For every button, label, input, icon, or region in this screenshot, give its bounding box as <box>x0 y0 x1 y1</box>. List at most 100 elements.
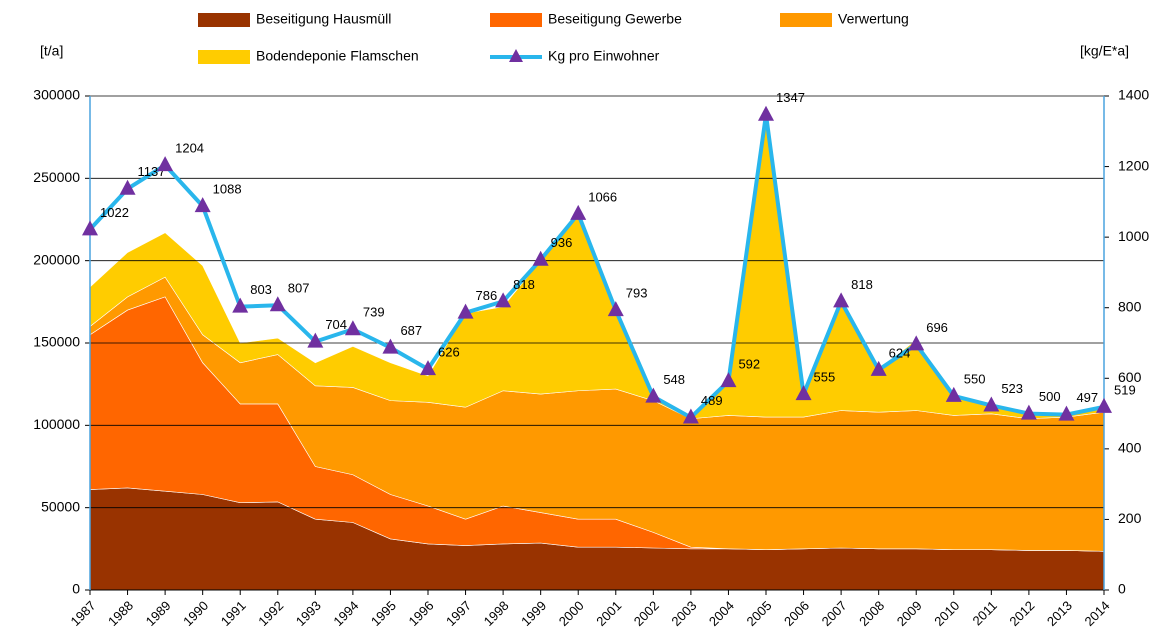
data-label: 739 <box>363 305 385 320</box>
x-tick-label: 2007 <box>819 598 850 629</box>
y-tick-label: 250000 <box>33 169 80 185</box>
data-label: 704 <box>325 317 347 332</box>
data-label: 523 <box>1001 381 1023 396</box>
legend-label: Verwertung <box>838 11 909 27</box>
marker <box>382 338 399 354</box>
marker <box>307 332 324 348</box>
y2-tick-label: 600 <box>1118 369 1142 385</box>
legend-marker <box>509 49 523 62</box>
x-tick-label: 1996 <box>405 598 436 629</box>
marker <box>232 297 249 313</box>
data-label: 696 <box>926 320 948 335</box>
y2-tick-label: 200 <box>1118 510 1142 526</box>
x-tick-label: 1998 <box>481 598 512 629</box>
y2-tick-label: 1000 <box>1118 228 1149 244</box>
x-tick-label: 2005 <box>743 598 774 629</box>
marker <box>344 320 361 336</box>
marker <box>870 360 887 376</box>
marker <box>908 335 925 351</box>
marker <box>795 385 812 401</box>
data-label: 489 <box>701 393 723 408</box>
data-label: 1347 <box>776 90 805 105</box>
y2-axis-label: [kg/E*a] <box>1080 43 1129 59</box>
data-label: 807 <box>288 281 310 296</box>
marker <box>420 360 436 376</box>
x-tick-label: 2006 <box>781 598 812 629</box>
marker <box>570 204 587 220</box>
marker <box>833 292 850 308</box>
x-tick-label: 1987 <box>67 598 98 629</box>
marker <box>194 197 211 213</box>
data-label: 1204 <box>175 141 204 156</box>
marker <box>983 396 1000 412</box>
line <box>88 112 1105 420</box>
legend-label: Bodendeponie Flamschen <box>256 48 419 64</box>
x-tick-label: 2008 <box>856 598 887 629</box>
marker <box>1058 405 1075 421</box>
data-label: 803 <box>250 282 272 297</box>
x-tick-label: 2011 <box>970 598 1000 628</box>
marker <box>457 303 474 319</box>
y-axis-label: [t/a] <box>40 43 63 59</box>
x-tick-label: 2001 <box>593 598 624 629</box>
data-label: 1022 <box>100 205 129 220</box>
x-tick-label: 2000 <box>556 598 587 629</box>
data-label: 497 <box>1076 390 1098 405</box>
data-label: 786 <box>476 288 498 303</box>
legend-label: Kg pro Einwohner <box>548 48 660 64</box>
x-tick-label: 2010 <box>931 598 962 629</box>
data-label: 555 <box>814 370 836 385</box>
y-tick-label: 50000 <box>41 498 80 514</box>
data-label: 1137 <box>138 164 166 179</box>
data-label: 1088 <box>213 182 242 197</box>
y-tick-label: 0 <box>72 581 80 597</box>
y-tick-label: 100000 <box>33 416 80 432</box>
x-tick-label: 2004 <box>706 598 737 629</box>
marker <box>945 386 962 402</box>
data-label: 818 <box>513 277 535 292</box>
data-label: 624 <box>889 345 911 360</box>
x-tick-label: 2012 <box>1006 598 1037 629</box>
data-label: 592 <box>738 357 760 372</box>
legend-swatch <box>198 13 250 27</box>
data-label: 793 <box>626 286 648 301</box>
y2-tick-label: 1200 <box>1118 157 1149 173</box>
x-tick-label: 1991 <box>218 598 249 629</box>
data-label: 626 <box>438 345 460 360</box>
data-label: 936 <box>551 235 573 250</box>
data-label: 550 <box>964 371 986 386</box>
x-tick-label: 2002 <box>631 598 662 629</box>
y-tick-label: 150000 <box>33 334 80 350</box>
y2-tick-label: 0 <box>1118 581 1126 597</box>
y2-tick-label: 400 <box>1118 440 1142 456</box>
x-tick-label: 1989 <box>143 598 174 629</box>
x-tick-label: 1990 <box>180 598 211 629</box>
marker <box>82 220 98 236</box>
legend-label: Beseitigung Gewerbe <box>548 11 682 27</box>
x-tick-label: 2014 <box>1081 598 1112 629</box>
x-tick-label: 2009 <box>894 598 925 629</box>
y2-tick-label: 1400 <box>1118 87 1149 103</box>
legend-label: Beseitigung Hausmüll <box>256 11 391 27</box>
legend-swatch <box>490 13 542 27</box>
y-tick-label: 200000 <box>33 251 80 267</box>
marker <box>720 372 737 388</box>
marker <box>645 387 662 403</box>
marker <box>758 105 774 121</box>
data-label: 519 <box>1114 382 1136 397</box>
legend-swatch <box>198 50 250 64</box>
marker <box>1096 397 1112 413</box>
marker <box>1020 404 1037 420</box>
x-tick-label: 1999 <box>518 598 549 629</box>
y2-tick-label: 800 <box>1118 298 1142 314</box>
data-label: 500 <box>1039 389 1061 404</box>
data-label: 818 <box>851 277 873 292</box>
marker <box>119 179 136 195</box>
data-label: 687 <box>400 323 422 338</box>
marker <box>607 301 624 317</box>
marker <box>495 292 512 308</box>
x-tick-label: 1997 <box>443 598 474 629</box>
marker <box>682 408 699 424</box>
x-tick-label: 1995 <box>368 598 399 629</box>
